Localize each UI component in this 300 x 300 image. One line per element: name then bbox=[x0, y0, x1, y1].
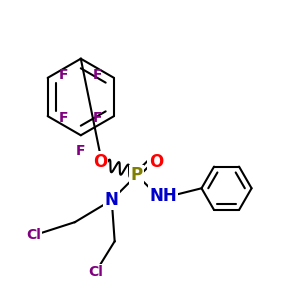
Text: O: O bbox=[93, 153, 107, 171]
Text: N: N bbox=[105, 191, 119, 209]
Text: F: F bbox=[93, 68, 103, 82]
Text: P: P bbox=[131, 166, 143, 184]
Text: F: F bbox=[93, 111, 103, 124]
Text: O: O bbox=[149, 153, 163, 171]
Text: F: F bbox=[59, 111, 69, 124]
Text: F: F bbox=[76, 145, 86, 158]
Text: Cl: Cl bbox=[26, 228, 41, 242]
Text: F: F bbox=[59, 68, 69, 82]
Text: Cl: Cl bbox=[88, 265, 103, 279]
Text: NH: NH bbox=[149, 187, 177, 205]
